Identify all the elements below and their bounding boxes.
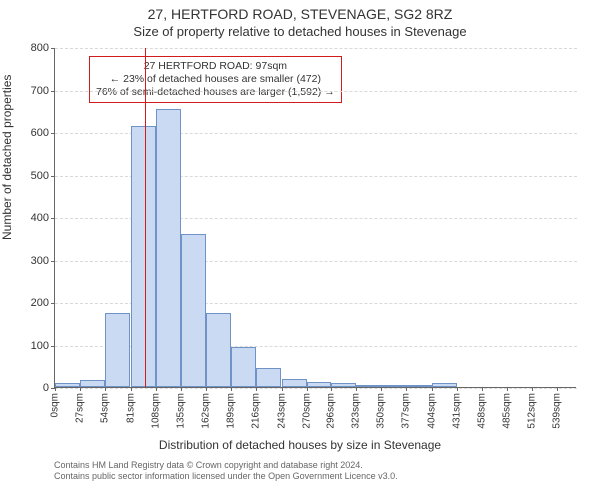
xtick-label: 54sqm: [100, 393, 111, 423]
xtick-mark: [282, 387, 283, 391]
xtick-label: 431sqm: [451, 393, 462, 429]
ytick-mark: [51, 133, 55, 134]
xtick-mark: [432, 387, 433, 391]
chart-subtitle: Size of property relative to detached ho…: [0, 24, 600, 39]
histogram-bar: [432, 383, 457, 387]
xtick-mark: [532, 387, 533, 391]
xtick-label: 108sqm: [150, 393, 161, 429]
xtick-label: 350sqm: [376, 393, 387, 429]
ytick-mark: [51, 303, 55, 304]
annotation-box: 27 HERTFORD ROAD: 97sqm ← 23% of detache…: [89, 56, 342, 103]
xtick-label: 270sqm: [301, 393, 312, 429]
xtick-mark: [80, 387, 81, 391]
ytick-label: 200: [31, 297, 49, 309]
xtick-label: 135sqm: [175, 393, 186, 429]
xtick-label: 512sqm: [527, 393, 538, 429]
histogram-bar: [406, 385, 431, 387]
ytick-label: 700: [31, 85, 49, 97]
histogram-bar: [231, 347, 256, 387]
xtick-label: 162sqm: [201, 393, 212, 429]
xtick-label: 404sqm: [426, 393, 437, 429]
chart-container: 27, HERTFORD ROAD, STEVENAGE, SG2 8RZ Si…: [0, 0, 600, 500]
footer-line-2: Contains public sector information licen…: [54, 471, 398, 481]
xtick-mark: [156, 387, 157, 391]
xtick-mark: [105, 387, 106, 391]
histogram-bar: [356, 385, 381, 387]
ytick-label: 800: [31, 42, 49, 54]
footer: Contains HM Land Registry data © Crown c…: [0, 460, 600, 483]
gridline-h: [55, 388, 577, 389]
histogram-bar: [307, 382, 331, 387]
ytick-mark: [51, 261, 55, 262]
gridline-h: [55, 91, 577, 92]
gridline-h: [55, 48, 577, 49]
footer-line-1: Contains HM Land Registry data © Crown c…: [54, 460, 363, 470]
xtick-label: 323sqm: [351, 393, 362, 429]
ytick-mark: [51, 48, 55, 49]
ytick-mark: [51, 346, 55, 347]
histogram-bar: [381, 385, 406, 387]
xtick-mark: [406, 387, 407, 391]
xtick-label: 81sqm: [125, 393, 136, 423]
ytick-label: 600: [31, 127, 49, 139]
ytick-mark: [51, 91, 55, 92]
histogram-bar: [80, 380, 105, 387]
histogram-bar: [131, 126, 156, 387]
x-axis-label: Distribution of detached houses by size …: [0, 438, 600, 452]
xtick-mark: [231, 387, 232, 391]
histogram-bar: [181, 234, 206, 387]
histogram-bar: [105, 313, 130, 387]
xtick-label: 485sqm: [502, 393, 513, 429]
plot-area: 27 HERTFORD ROAD: 97sqm ← 23% of detache…: [54, 48, 576, 388]
histogram-bar: [282, 379, 307, 388]
ytick-mark: [51, 218, 55, 219]
xtick-mark: [131, 387, 132, 391]
xtick-mark: [307, 387, 308, 391]
histogram-bar: [156, 109, 181, 387]
xtick-mark: [482, 387, 483, 391]
ytick-label: 100: [31, 340, 49, 352]
xtick-label: 296sqm: [325, 393, 336, 429]
ytick-label: 300: [31, 255, 49, 267]
xtick-mark: [256, 387, 257, 391]
xtick-label: 458sqm: [476, 393, 487, 429]
histogram-bar: [206, 313, 231, 387]
histogram-bar: [55, 383, 80, 387]
ytick-label: 0: [43, 382, 49, 394]
annotation-line-2: ← 23% of detached houses are smaller (47…: [96, 73, 335, 86]
ytick-mark: [51, 176, 55, 177]
xtick-mark: [55, 387, 56, 391]
annotation-line-1: 27 HERTFORD ROAD: 97sqm: [96, 60, 335, 73]
chart-title: 27, HERTFORD ROAD, STEVENAGE, SG2 8RZ: [0, 6, 600, 22]
xtick-mark: [206, 387, 207, 391]
xtick-mark: [381, 387, 382, 391]
xtick-label: 243sqm: [276, 393, 287, 429]
xtick-mark: [356, 387, 357, 391]
histogram-bar: [256, 368, 281, 387]
xtick-label: 189sqm: [226, 393, 237, 429]
xtick-mark: [557, 387, 558, 391]
histogram-bar: [331, 383, 356, 387]
xtick-mark: [507, 387, 508, 391]
annotation-line-3: 76% of semi-detached houses are larger (…: [96, 86, 335, 99]
xtick-mark: [181, 387, 182, 391]
xtick-label: 0sqm: [50, 393, 61, 417]
xtick-label: 539sqm: [552, 393, 563, 429]
xtick-label: 377sqm: [401, 393, 412, 429]
xtick-label: 27sqm: [75, 393, 86, 423]
xtick-label: 216sqm: [251, 393, 262, 429]
reference-line: [145, 48, 146, 387]
xtick-mark: [457, 387, 458, 391]
xtick-mark: [331, 387, 332, 391]
ytick-label: 500: [31, 170, 49, 182]
y-axis-label: Number of detached properties: [0, 75, 14, 240]
ytick-label: 400: [31, 212, 49, 224]
